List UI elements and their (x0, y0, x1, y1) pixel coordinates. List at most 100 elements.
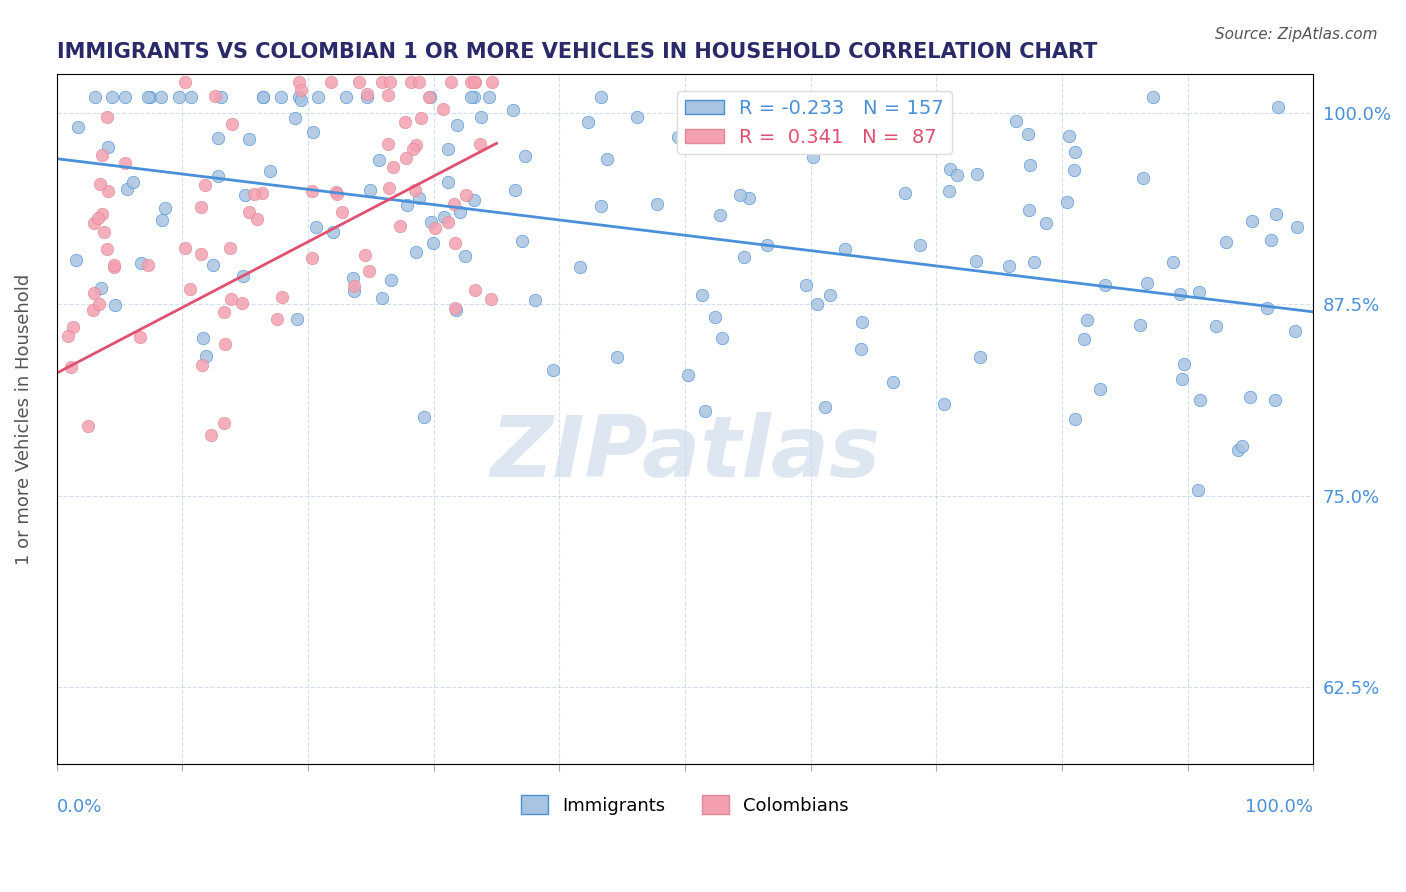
Point (93, 225, 115, 239)
Point (703, 310, 725, 325)
Point (1264, 393, 1286, 408)
Point (524, 293, 547, 308)
Point (1136, 277, 1159, 291)
Point (470, 110, 492, 124)
Point (894, 186, 917, 200)
Point (180, 90, 202, 104)
Point (806, 297, 828, 311)
Point (212, 305, 235, 319)
Point (578, 115, 600, 129)
Point (420, 214, 443, 228)
Point (444, 303, 467, 318)
Legend: Immigrants, Colombians: Immigrants, Colombians (512, 787, 858, 823)
Point (91, 207, 114, 221)
Point (150, 90, 173, 104)
Point (1188, 285, 1211, 299)
Point (89, 297, 111, 311)
Point (326, 186, 349, 201)
Point (1142, 90, 1164, 104)
Point (440, 75, 463, 89)
Point (834, 242, 856, 256)
Point (76, 419, 98, 434)
Point (683, 90, 706, 104)
Point (190, 358, 212, 372)
Point (380, 273, 402, 287)
Point (1063, 163, 1085, 178)
Point (243, 186, 266, 201)
Text: 100.0%: 100.0% (1246, 798, 1313, 816)
Point (378, 181, 401, 195)
Point (1284, 325, 1306, 339)
Point (704, 96, 727, 111)
Point (290, 93, 312, 107)
Point (1232, 438, 1254, 452)
Point (423, 221, 446, 235)
Point (1063, 412, 1085, 426)
Point (150, 213, 173, 227)
Point (709, 208, 731, 222)
Point (436, 215, 458, 229)
Point (325, 186, 347, 200)
Point (266, 312, 288, 326)
Point (231, 296, 253, 310)
Point (460, 75, 482, 89)
Point (368, 153, 391, 167)
Point (131, 256, 153, 270)
Point (212, 416, 235, 430)
Point (945, 168, 967, 182)
Point (418, 90, 440, 104)
Point (288, 75, 311, 89)
Point (114, 90, 136, 104)
Point (965, 253, 987, 268)
Point (463, 193, 485, 207)
Point (104, 298, 127, 312)
Point (388, 219, 411, 234)
Point (343, 278, 366, 293)
Point (606, 351, 628, 365)
Point (62, 320, 84, 334)
Y-axis label: 1 or more Vehicles in Household: 1 or more Vehicles in Household (15, 274, 32, 565)
Point (432, 210, 454, 224)
Point (288, 90, 311, 104)
Point (510, 234, 533, 248)
Point (756, 237, 779, 252)
Point (1168, 287, 1191, 301)
Point (454, 249, 477, 263)
Point (97, 140, 120, 154)
Text: IMMIGRANTS VS COLOMBIAN 1 OR MORE VEHICLES IN HOUSEHOLD CORRELATION CHART: IMMIGRANTS VS COLOMBIAN 1 OR MORE VEHICL… (56, 42, 1097, 62)
Point (195, 349, 218, 363)
Point (1227, 442, 1250, 457)
Point (882, 375, 904, 389)
Point (301, 252, 323, 266)
Point (342, 270, 364, 285)
Point (595, 152, 617, 166)
Point (814, 400, 837, 414)
Point (378, 75, 401, 89)
Point (221, 117, 243, 131)
Point (285, 312, 308, 326)
Point (478, 90, 501, 104)
Point (1173, 357, 1195, 371)
Point (541, 363, 564, 377)
Point (437, 175, 460, 189)
Point (794, 277, 817, 292)
Point (193, 330, 215, 344)
Point (87, 211, 110, 226)
Point (1019, 158, 1042, 172)
Point (456, 188, 478, 202)
Point (969, 350, 991, 364)
Point (1035, 216, 1057, 230)
Point (290, 83, 312, 97)
Point (103, 260, 125, 274)
Point (382, 161, 405, 175)
Point (359, 183, 381, 197)
Point (179, 282, 201, 296)
Point (673, 90, 696, 104)
Point (101, 90, 124, 104)
Text: 0.0%: 0.0% (56, 798, 103, 816)
Point (513, 149, 536, 163)
Point (82, 302, 104, 317)
Point (1239, 390, 1261, 404)
Point (449, 205, 471, 219)
Point (89, 177, 111, 191)
